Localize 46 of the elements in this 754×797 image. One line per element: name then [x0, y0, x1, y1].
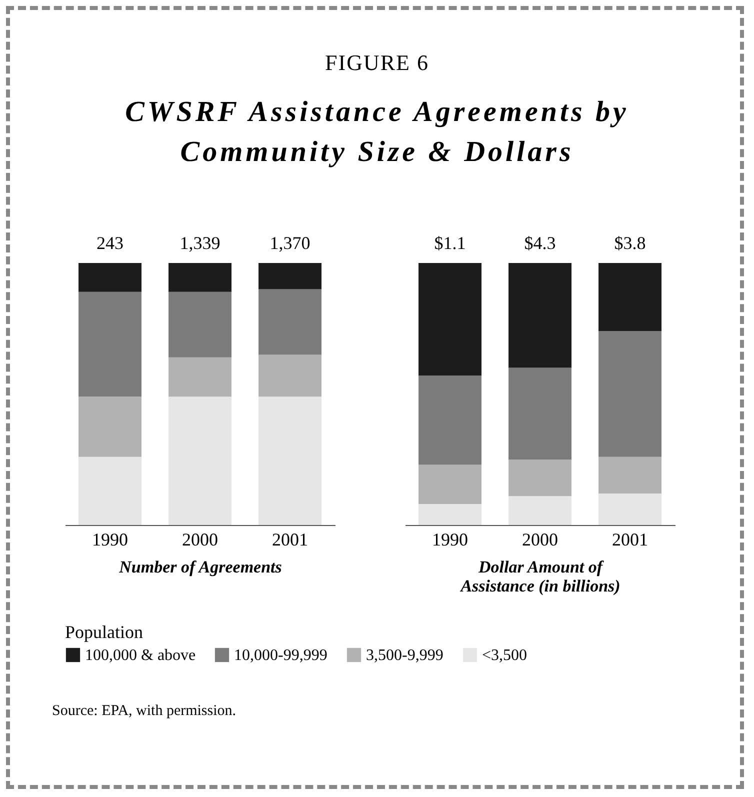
bar [598, 263, 662, 332]
bar [258, 354, 322, 397]
bar [598, 456, 662, 494]
bar [418, 504, 482, 525]
bar [78, 456, 142, 525]
legend-label: 100,000 & above [85, 647, 196, 664]
annotation: $3.8 [614, 233, 646, 253]
x-tick-label: 2000 [522, 530, 558, 550]
bar [418, 263, 482, 376]
bar [418, 464, 482, 504]
x-tick-label: 2000 [182, 530, 218, 550]
x-tick-label: 2001 [612, 530, 648, 550]
bar [78, 263, 142, 292]
x-tick-label: 1990 [432, 530, 468, 550]
bar [258, 263, 322, 290]
bar [598, 494, 662, 525]
bar [168, 292, 232, 358]
bar [78, 292, 142, 397]
bar [508, 496, 572, 525]
x-axis-title: Number of Agreements [118, 558, 282, 576]
annotation: 1,339 [180, 233, 220, 253]
bar [418, 376, 482, 465]
legend-title: Population [65, 622, 144, 642]
bar [168, 357, 232, 397]
bar [168, 396, 232, 525]
bar [78, 396, 142, 457]
bar [508, 460, 572, 496]
annotation: 243 [96, 233, 124, 253]
bar [598, 331, 662, 457]
x-axis-title: Dollar Amount of Assistance (in billions) [460, 558, 620, 596]
bar [168, 263, 232, 292]
legend-label: <3,500 [482, 647, 528, 664]
annotation: $1.1 [434, 233, 466, 253]
x-tick-label: 2001 [272, 530, 308, 550]
bar [258, 289, 322, 355]
annotation: 1,370 [270, 233, 310, 253]
x-tick-label: 1990 [92, 530, 128, 550]
bar [258, 396, 322, 525]
legend-label: 10,000-99,999 [234, 647, 328, 664]
legend-label: 3,500-9,999 [366, 647, 444, 664]
annotation: $4.3 [524, 233, 556, 253]
bar [508, 368, 572, 460]
chart-title: CWSRF Assistance Agreements by Community Size & Dollars [124, 95, 630, 170]
bar [508, 263, 572, 368]
chart-subtitle: FIGURE 6 [324, 50, 430, 76]
source-note: Source: EPA, with permission. [52, 703, 236, 720]
